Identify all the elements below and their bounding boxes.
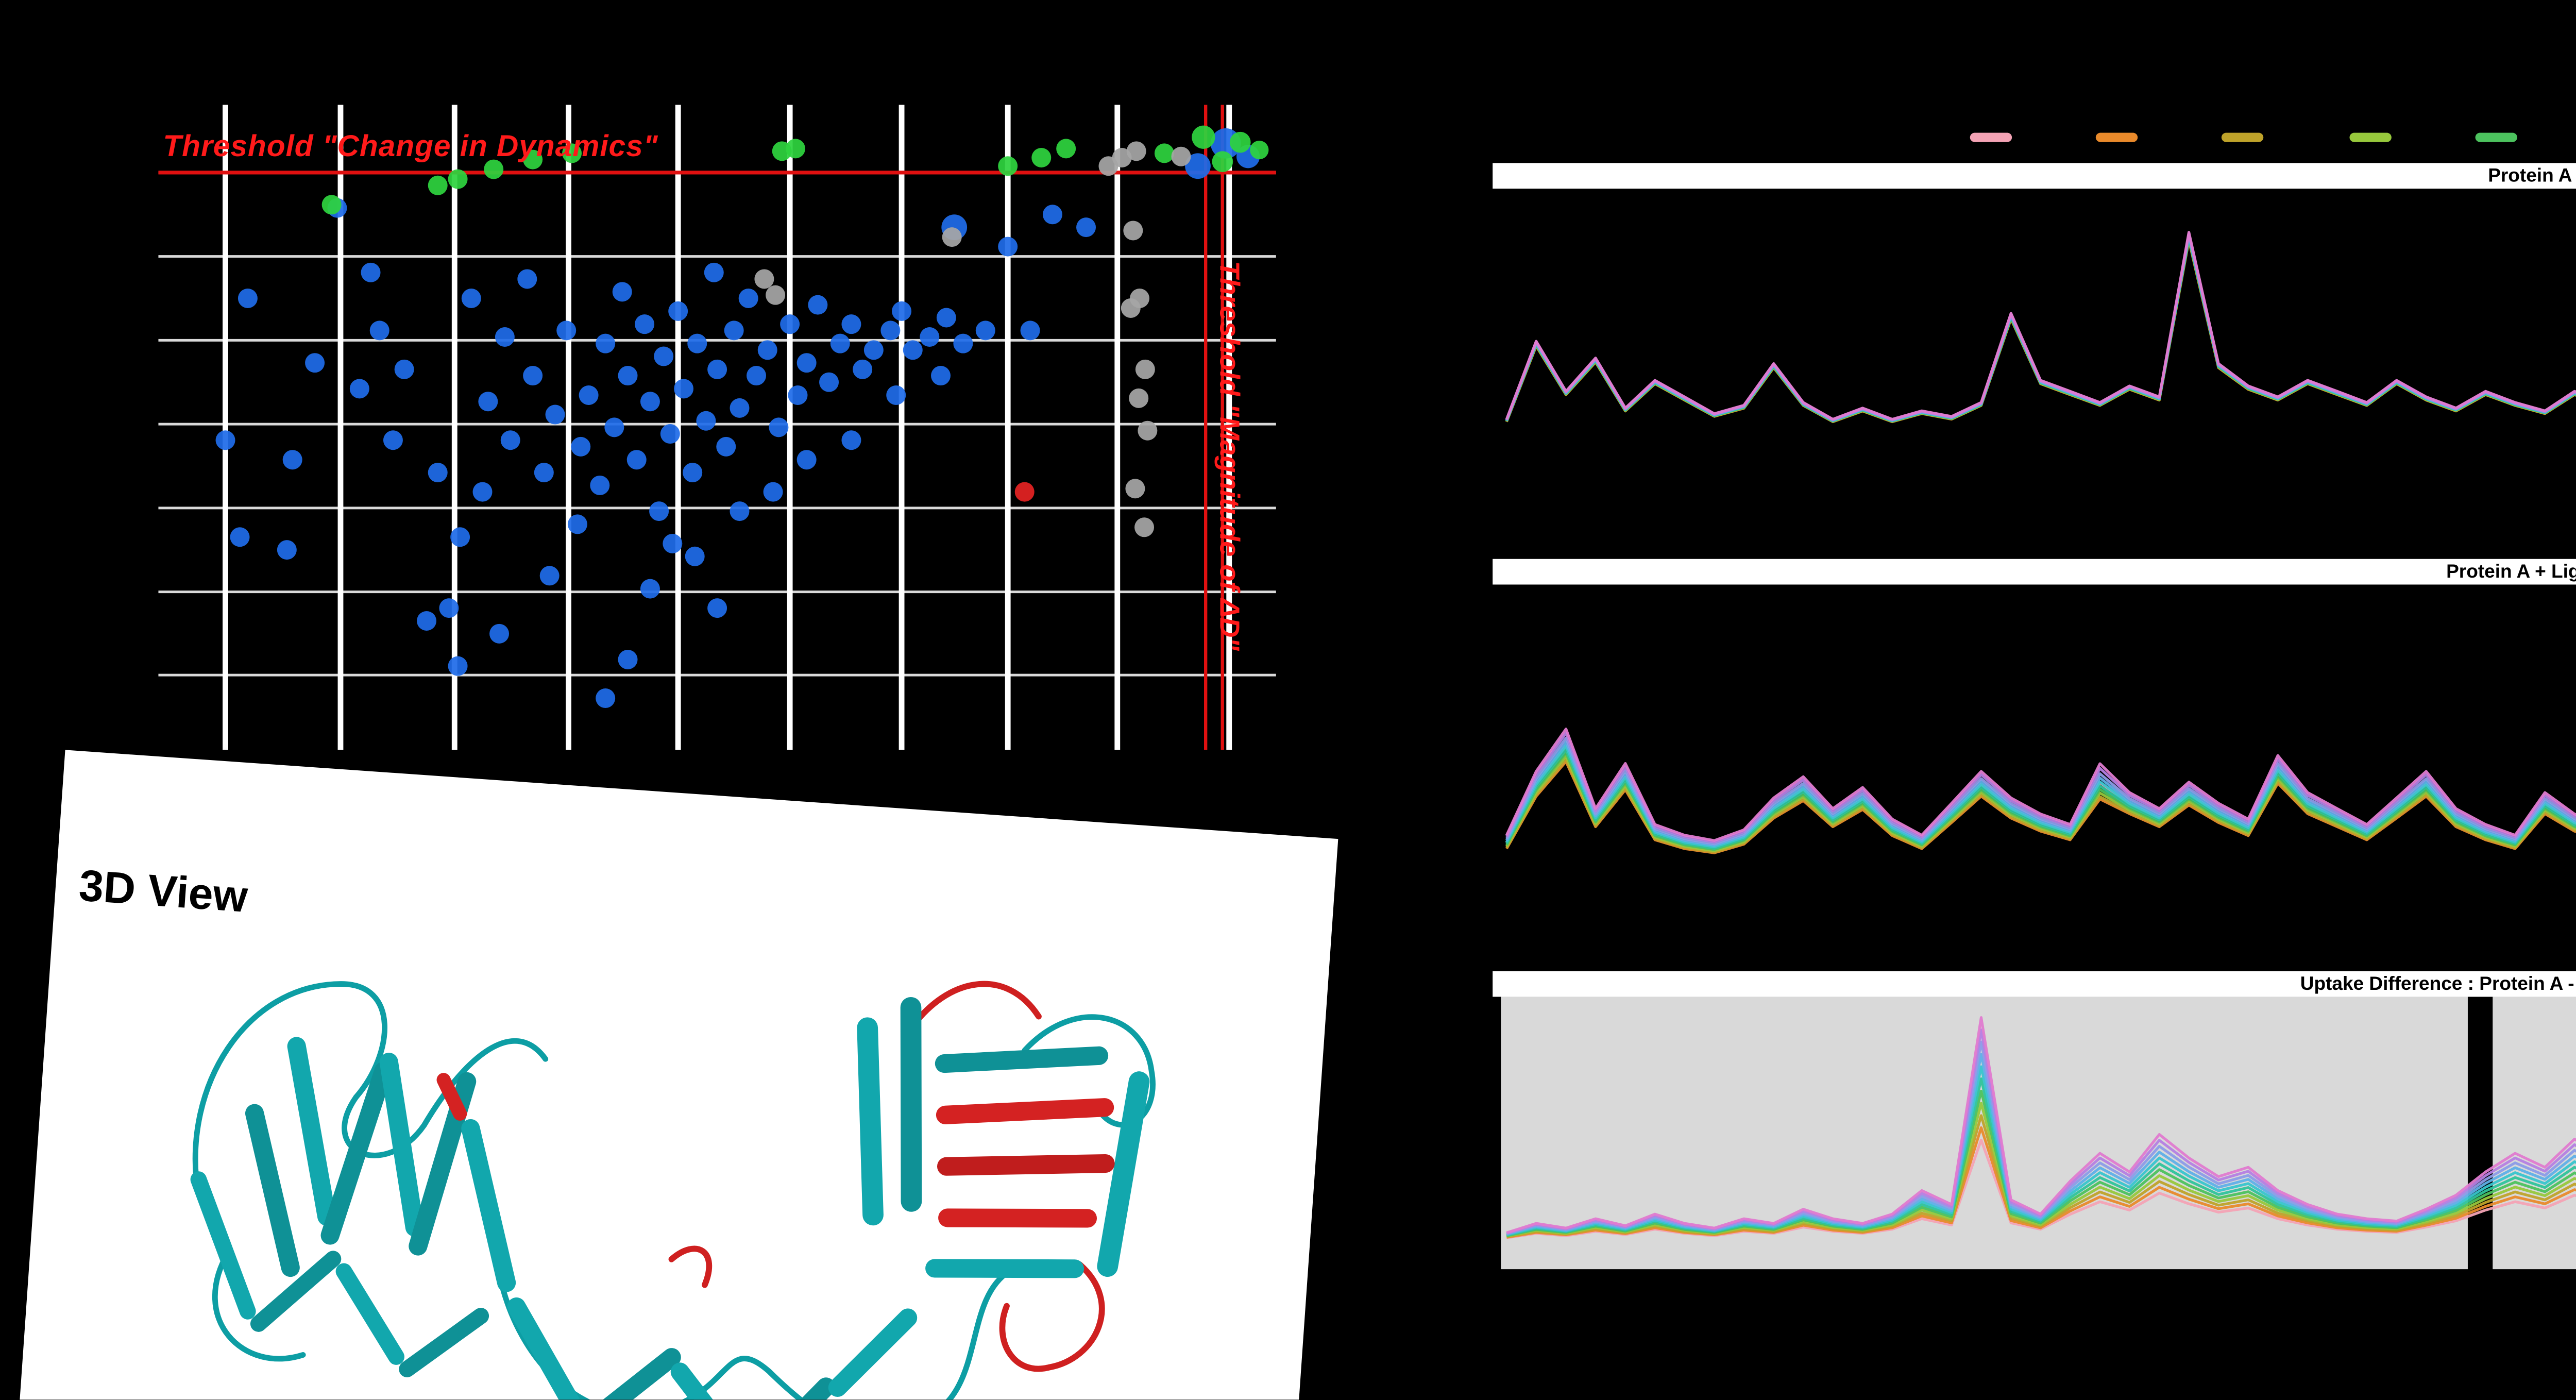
protein-ribbon-3d[interactable]: [12, 750, 1338, 1400]
legend-swatch[interactable]: [2475, 133, 2517, 142]
uptake-difference-chart[interactable]: [1493, 997, 2576, 1270]
uptake-chart-protein-a-ligand[interactable]: [1493, 584, 2576, 946]
legend-swatch[interactable]: [2348, 133, 2391, 142]
panel-title-uptake-difference: Uptake Difference : Protein A - (Protein…: [1493, 971, 2576, 996]
legend-swatch[interactable]: [2222, 133, 2264, 142]
threshold-dynamics-label: Threshold "Change in Dynamics": [163, 128, 658, 163]
uptake-chart-protein-a[interactable]: [1493, 189, 2576, 538]
volcano-scatter-svg[interactable]: [158, 105, 1276, 750]
timepoint-legend: [1970, 130, 2576, 144]
legend-swatch[interactable]: [2096, 133, 2139, 142]
panel-title-protein-a: Protein A: [1493, 163, 2576, 188]
threshold-magnitude-label: Threshold "Magnitude of ΔD": [1213, 261, 1246, 651]
volcano-plot: Threshold "Change in Dynamics" Threshold…: [0, 0, 1444, 978]
view-3d-panel[interactable]: 3D View: [11, 750, 1338, 1400]
legend-swatch[interactable]: [1970, 133, 2012, 142]
panel-title-protein-a-ligand: Protein A + Ligand: [1493, 559, 2576, 584]
